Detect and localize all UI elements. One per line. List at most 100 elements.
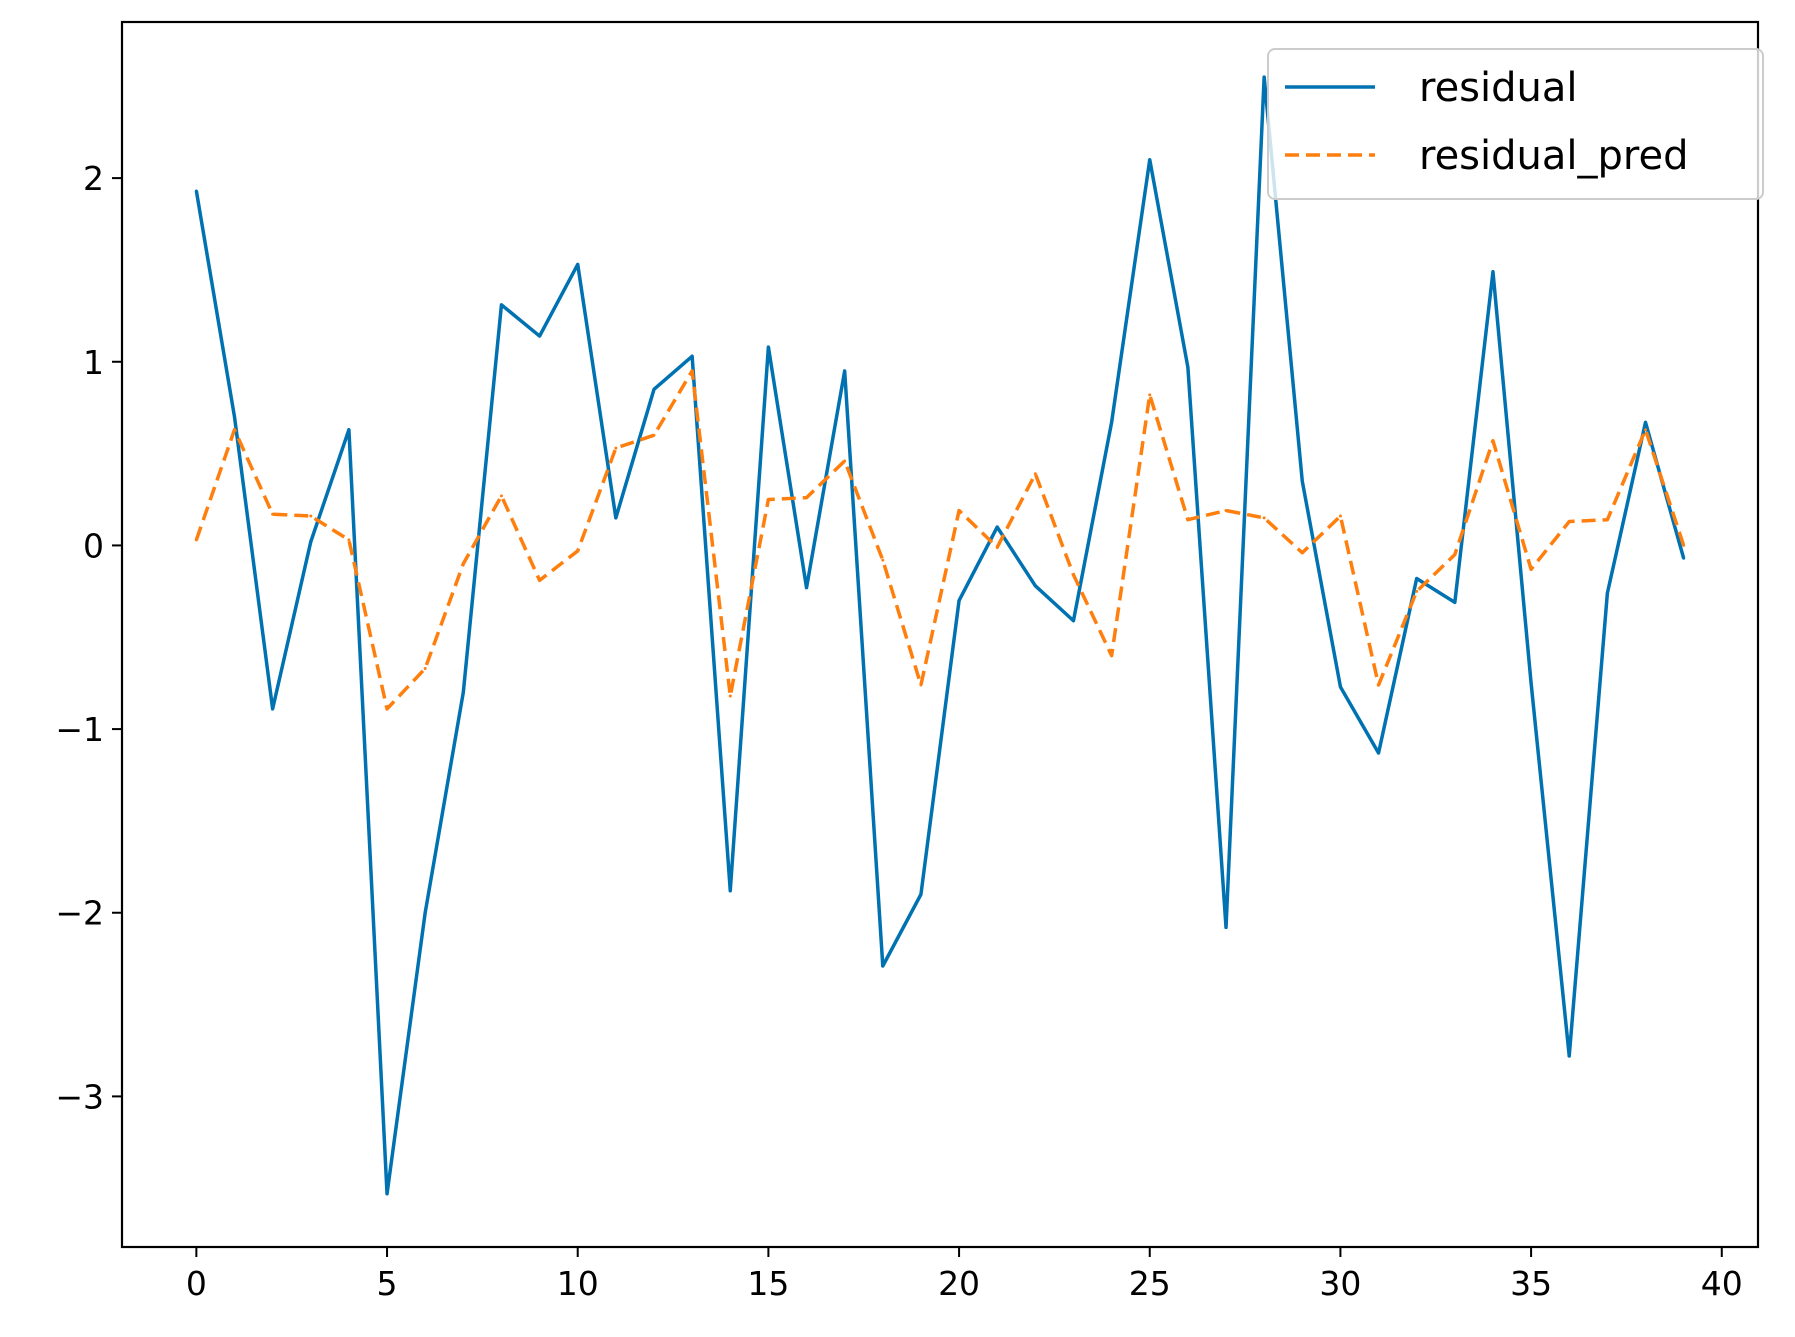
- series-layer: [194, 75, 1686, 1196]
- data-point-residual-pred: [347, 538, 351, 542]
- data-point-residual: [1033, 584, 1037, 588]
- x-tick-label: 10: [557, 1264, 599, 1303]
- data-point-residual: [805, 586, 809, 590]
- legend-label-residual: residual: [1419, 65, 1578, 111]
- data-point-residual-pred: [614, 446, 618, 450]
- data-point-residual-pred: [1262, 516, 1266, 520]
- y-tick-label: 0: [83, 526, 104, 565]
- data-point-residual-pred: [1529, 567, 1533, 571]
- data-point-residual: [1415, 576, 1419, 580]
- data-point-residual-pred: [1110, 654, 1114, 658]
- data-point-residual-pred: [271, 512, 275, 516]
- data-point-residual: [1605, 591, 1609, 595]
- data-point-residual: [499, 303, 503, 307]
- series-line-residual-pred: [194, 369, 1686, 711]
- data-point-residual-pred: [843, 459, 847, 463]
- data-point-residual-pred: [499, 494, 503, 498]
- data-point-residual-pred: [1224, 509, 1228, 513]
- legend-box: [1267, 48, 1764, 200]
- x-tick-label: 0: [186, 1264, 207, 1303]
- data-point-residual-pred: [1491, 439, 1495, 443]
- data-point-residual-pred: [805, 496, 809, 500]
- data-point-residual-pred: [385, 707, 389, 711]
- data-point-residual-pred: [576, 549, 580, 553]
- data-point-residual-pred: [690, 369, 694, 373]
- data-point-residual: [1224, 925, 1228, 929]
- data-point-residual-pred: [461, 562, 465, 566]
- data-point-residual: [385, 1192, 389, 1196]
- data-point-residual: [1071, 619, 1075, 623]
- data-point-residual: [881, 964, 885, 968]
- data-point-residual: [919, 892, 923, 896]
- data-point-residual-pred: [194, 538, 198, 542]
- y-tick-label: −2: [55, 894, 104, 933]
- data-point-residual: [614, 516, 618, 520]
- data-point-residual-pred: [766, 498, 770, 502]
- data-point-residual: [690, 354, 694, 358]
- data-point-residual: [766, 345, 770, 349]
- data-point-residual: [194, 189, 198, 193]
- data-point-residual-pred: [957, 509, 961, 513]
- data-point-residual: [1148, 158, 1152, 162]
- data-point-residual: [1300, 479, 1304, 483]
- data-point-residual: [576, 262, 580, 266]
- data-point-residual: [995, 525, 999, 529]
- data-point-residual-pred: [881, 558, 885, 562]
- data-point-residual-pred: [1033, 472, 1037, 476]
- y-tick-label: 1: [83, 343, 104, 382]
- data-point-residual-pred: [1453, 553, 1457, 557]
- data-point-residual-pred: [309, 514, 313, 518]
- series-line-residual: [194, 75, 1686, 1196]
- data-point-residual-pred: [1338, 514, 1342, 518]
- data-point-residual: [652, 387, 656, 391]
- data-point-residual-pred: [1415, 589, 1419, 593]
- data-point-residual: [843, 369, 847, 373]
- data-point-residual: [1682, 556, 1686, 560]
- data-point-residual: [1338, 685, 1342, 689]
- data-point-residual: [728, 889, 732, 893]
- data-point-residual: [1491, 270, 1495, 274]
- data-point-residual-pred: [1644, 428, 1647, 432]
- data-point-residual: [538, 334, 542, 338]
- data-point-residual: [1644, 420, 1647, 424]
- data-point-residual-pred: [1148, 393, 1152, 397]
- data-point-residual-pred: [1071, 573, 1075, 577]
- data-point-residual-pred: [1567, 520, 1571, 524]
- x-tick-label: 40: [1701, 1264, 1743, 1303]
- plot-frame: [120, 20, 1760, 1249]
- data-point-residual-pred: [919, 683, 923, 687]
- data-point-residual-pred: [1300, 551, 1304, 555]
- data-point-residual: [1453, 600, 1457, 604]
- x-tick-label: 5: [377, 1264, 398, 1303]
- data-point-residual-pred: [728, 694, 732, 698]
- data-point-residual-pred: [1377, 683, 1381, 687]
- y-tick-label: 2: [83, 159, 104, 198]
- data-point-residual: [423, 911, 427, 915]
- data-point-residual: [1262, 75, 1266, 79]
- data-point-residual: [271, 707, 275, 711]
- data-point-residual-pred: [1186, 518, 1190, 522]
- data-point-residual-pred: [652, 433, 656, 437]
- data-point-residual-pred: [233, 428, 236, 432]
- data-point-residual: [1377, 751, 1381, 755]
- data-point-residual-pred: [423, 666, 427, 670]
- x-tick-label: 35: [1510, 1264, 1552, 1303]
- x-tick-label: 25: [1129, 1264, 1171, 1303]
- data-point-residual: [347, 428, 351, 432]
- data-point-residual: [1529, 681, 1533, 685]
- legend: residual residual_pred: [1267, 48, 1764, 200]
- data-point-residual-pred: [1605, 518, 1609, 522]
- data-point-residual: [957, 599, 961, 603]
- data-point-residual-pred: [1682, 543, 1686, 547]
- x-tick-label: 15: [747, 1264, 789, 1303]
- data-point-residual: [1110, 420, 1114, 424]
- legend-label-residual-pred: residual_pred: [1419, 133, 1688, 179]
- x-tick-label: 30: [1319, 1264, 1361, 1303]
- data-point-residual-pred: [538, 578, 542, 582]
- data-point-residual: [309, 540, 313, 544]
- data-point-residual: [1567, 1054, 1571, 1058]
- axis-ticks: 0 5 10 15 20 25 30 35 40 −3 −2 −1 0 1 2: [55, 159, 1742, 1303]
- y-tick-label: −3: [55, 1077, 104, 1116]
- data-point-residual: [461, 690, 465, 694]
